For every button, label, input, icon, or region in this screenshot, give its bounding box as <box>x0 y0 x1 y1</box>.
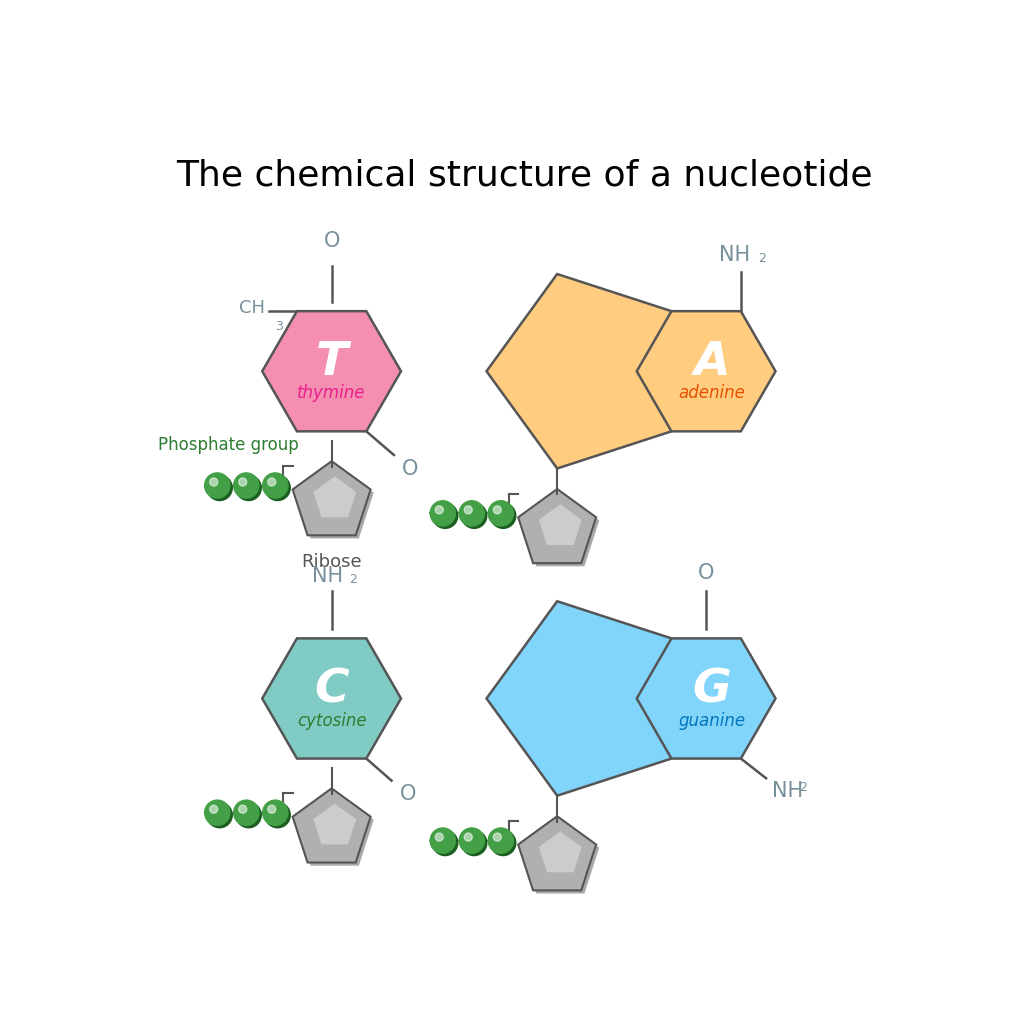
Text: O: O <box>698 563 715 584</box>
Polygon shape <box>486 274 672 468</box>
Polygon shape <box>313 476 356 517</box>
Circle shape <box>494 506 502 514</box>
Circle shape <box>210 478 218 486</box>
Polygon shape <box>521 493 599 566</box>
Circle shape <box>430 501 456 526</box>
Circle shape <box>464 833 472 841</box>
Circle shape <box>488 828 513 853</box>
Circle shape <box>233 473 259 498</box>
Text: NH: NH <box>312 565 343 586</box>
Text: C: C <box>314 668 349 713</box>
Polygon shape <box>296 792 374 865</box>
Circle shape <box>233 800 259 825</box>
Text: thymine: thymine <box>297 384 366 402</box>
Text: guanine: guanine <box>678 712 745 730</box>
Text: 2: 2 <box>349 572 356 586</box>
Polygon shape <box>262 638 401 759</box>
Circle shape <box>265 803 290 827</box>
Text: NH: NH <box>772 781 804 802</box>
Circle shape <box>267 478 275 486</box>
Circle shape <box>488 501 513 526</box>
Text: T: T <box>315 340 348 385</box>
Text: O: O <box>324 230 340 251</box>
Text: adenine: adenine <box>678 384 745 402</box>
Circle shape <box>205 473 229 498</box>
Circle shape <box>459 828 484 853</box>
Polygon shape <box>486 601 672 796</box>
Text: CH: CH <box>240 299 265 317</box>
Circle shape <box>462 503 486 528</box>
Circle shape <box>210 805 218 813</box>
Text: The chemical structure of a nucleotide: The chemical structure of a nucleotide <box>176 159 873 193</box>
Polygon shape <box>313 804 356 845</box>
Text: A: A <box>693 340 730 385</box>
Circle shape <box>263 800 288 825</box>
Circle shape <box>435 506 443 514</box>
Text: 2: 2 <box>799 781 807 795</box>
Circle shape <box>435 833 443 841</box>
Circle shape <box>494 833 502 841</box>
Circle shape <box>263 473 288 498</box>
Polygon shape <box>293 788 371 862</box>
Polygon shape <box>637 638 775 759</box>
Circle shape <box>490 830 516 856</box>
Polygon shape <box>539 504 582 545</box>
Circle shape <box>239 478 247 486</box>
Circle shape <box>265 475 290 501</box>
Text: G: G <box>692 668 731 713</box>
Circle shape <box>430 828 456 853</box>
Text: 3: 3 <box>274 319 283 333</box>
Polygon shape <box>293 461 371 536</box>
Circle shape <box>239 805 247 813</box>
Polygon shape <box>518 816 596 891</box>
Circle shape <box>490 503 516 528</box>
Circle shape <box>432 830 458 856</box>
Text: Phosphate group: Phosphate group <box>158 436 299 454</box>
Text: 2: 2 <box>758 253 766 265</box>
Circle shape <box>459 501 484 526</box>
Circle shape <box>205 800 229 825</box>
Polygon shape <box>262 311 401 431</box>
Circle shape <box>236 803 261 827</box>
Polygon shape <box>296 464 374 539</box>
Polygon shape <box>637 311 775 431</box>
Polygon shape <box>539 831 582 872</box>
Text: O: O <box>399 783 416 804</box>
Circle shape <box>464 506 472 514</box>
Circle shape <box>236 475 261 501</box>
Polygon shape <box>521 819 599 894</box>
Circle shape <box>207 475 232 501</box>
Polygon shape <box>518 489 596 563</box>
Circle shape <box>267 805 275 813</box>
Text: O: O <box>401 459 418 479</box>
Text: NH: NH <box>719 246 751 265</box>
Circle shape <box>432 503 458 528</box>
Text: cytosine: cytosine <box>297 712 367 730</box>
Text: Ribose: Ribose <box>301 553 361 571</box>
Circle shape <box>207 803 232 827</box>
Circle shape <box>462 830 486 856</box>
